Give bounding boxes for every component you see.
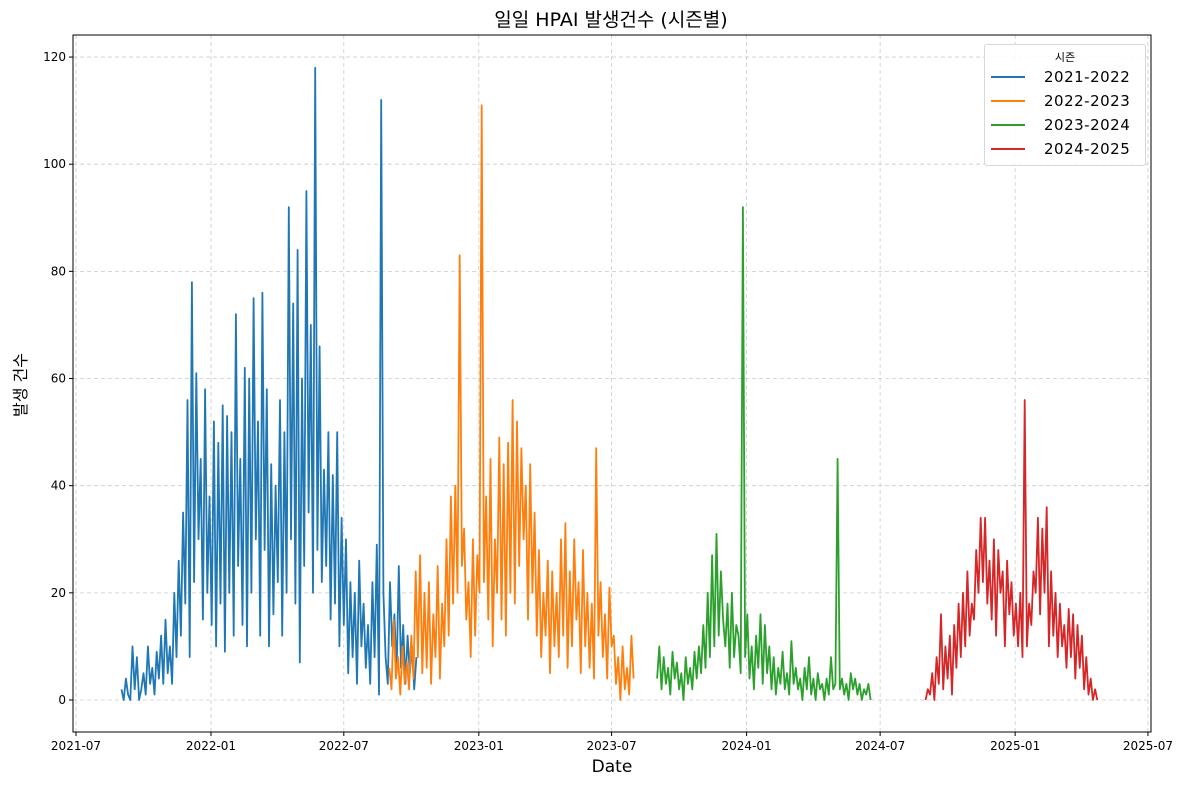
legend-swatch-icon	[991, 76, 1025, 78]
legend-swatch-icon	[991, 100, 1025, 102]
legend-item-2023-2024: 2023-2024	[985, 113, 1145, 137]
legend-item-2021-2022: 2021-2022	[985, 65, 1145, 89]
x-tick-label: 2023-01	[454, 739, 504, 753]
y-tick-label: 0	[58, 693, 66, 707]
legend-item-2022-2023: 2022-2023	[985, 89, 1145, 113]
series-lines	[120, 66, 1099, 701]
legend-title: 시즌	[1054, 51, 1076, 64]
x-tick-label: 2024-01	[722, 739, 772, 753]
x-tick-label: 2024-07	[855, 739, 905, 753]
y-tick-label: 20	[51, 586, 66, 600]
legend-label: 2024-2025	[1044, 140, 1131, 158]
legend-swatch-icon	[991, 148, 1025, 150]
grid-lines	[73, 35, 1151, 732]
y-tick-label: 100	[43, 157, 66, 171]
x-axis-label: Date	[591, 757, 633, 777]
legend-label: 2021-2022	[1044, 68, 1131, 86]
y-tick-label: 120	[43, 50, 66, 64]
y-tick-label: 40	[51, 479, 66, 493]
legend-label: 2023-2024	[1044, 116, 1131, 134]
x-tick-label: 2023-07	[587, 739, 637, 753]
x-tick-label: 2025-01	[990, 739, 1040, 753]
legend: 시즌 2021-2022 2022-2023 2023-2024 2024-20…	[984, 44, 1146, 166]
chart-title: 일일 HPAI 발생건수 (시즌별)	[494, 9, 728, 31]
series-line-2022-2023	[388, 104, 635, 701]
x-tick-label: 2022-01	[186, 739, 236, 753]
series-line-2021-2022	[120, 66, 418, 701]
legend-label: 2022-2023	[1044, 92, 1131, 110]
axis-ticks: 0 20 40 60 80 100 120 2021-07 2022-01 2022-07 2023…	[43, 50, 1173, 753]
x-tick-label: 2025-07	[1123, 739, 1173, 753]
legend-swatch-icon	[991, 124, 1025, 126]
series-line-2024-2025	[924, 399, 1099, 701]
x-tick-label: 2022-07	[319, 739, 369, 753]
x-tick-label: 2021-07	[51, 739, 101, 753]
y-tick-label: 60	[51, 372, 66, 386]
y-tick-label: 80	[51, 264, 66, 278]
series-line-2023-2024	[656, 206, 872, 701]
legend-item-2024-2025: 2024-2025	[985, 137, 1145, 161]
